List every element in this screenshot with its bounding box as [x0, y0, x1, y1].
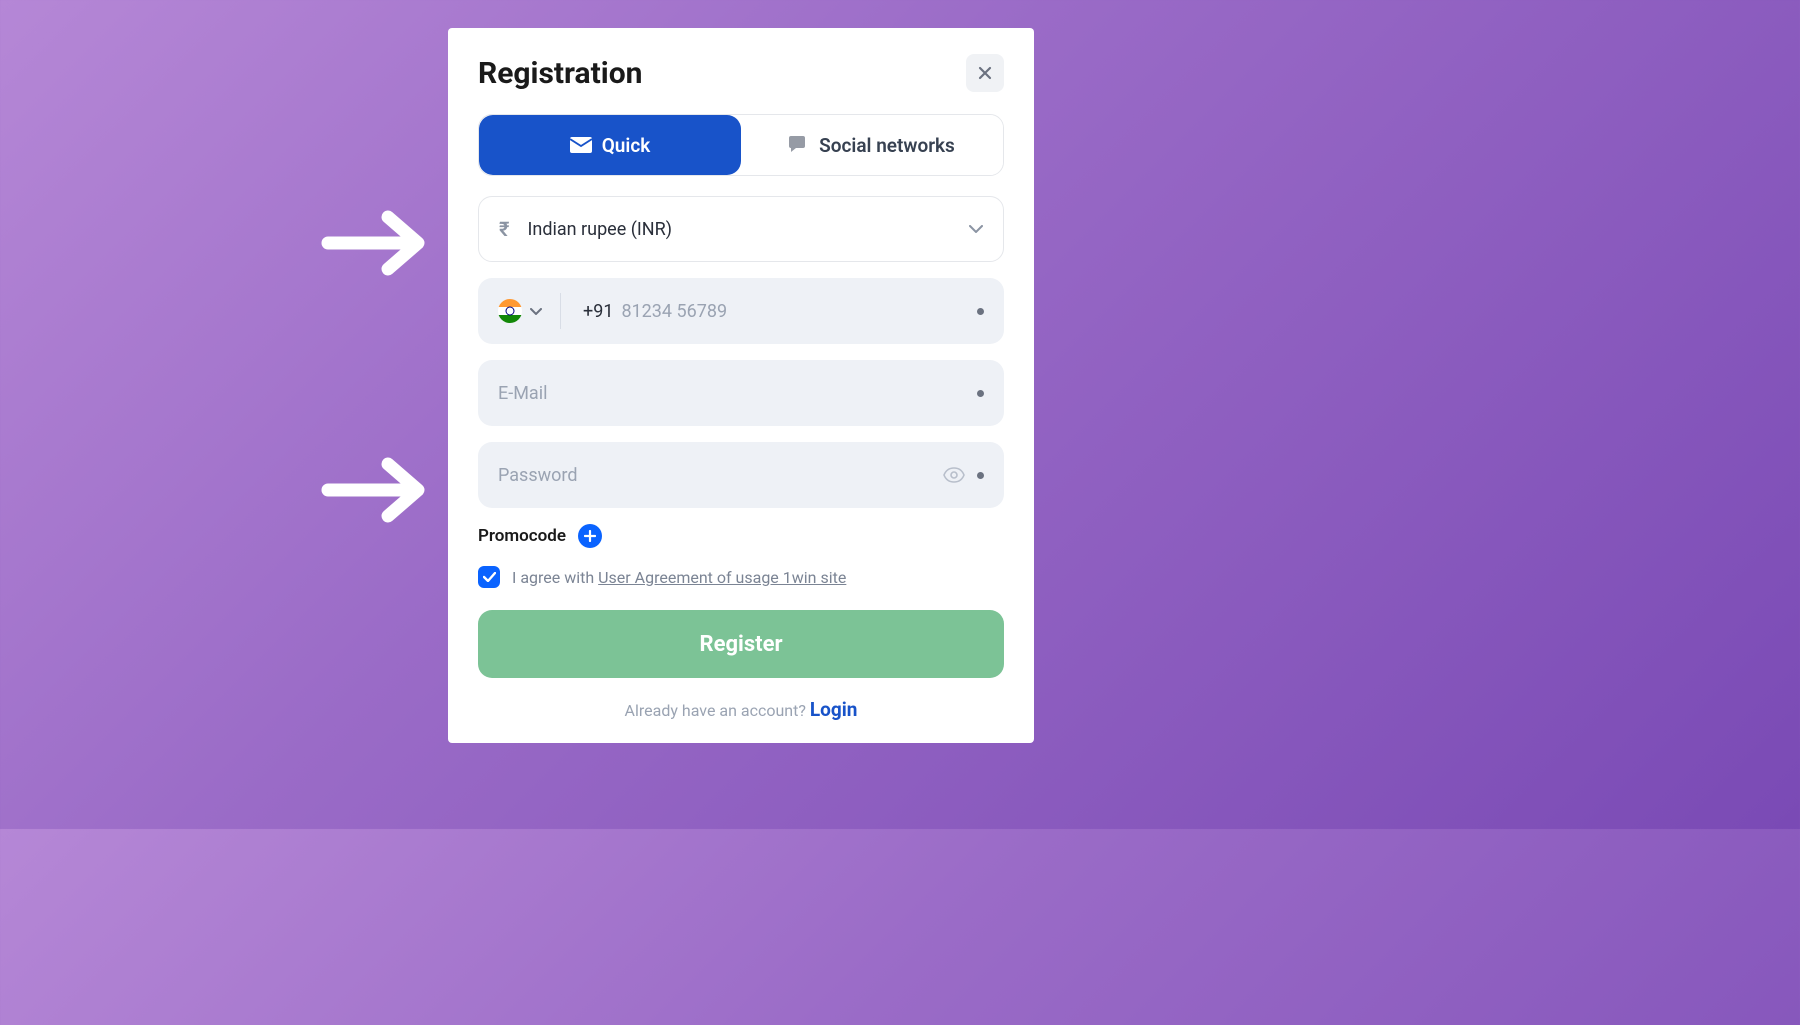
password-placeholder: Password — [498, 465, 943, 486]
phone-prefix: +91 — [583, 301, 613, 322]
rupee-icon: ₹ — [499, 217, 509, 241]
login-prompt-row: Already have an account? Login — [478, 698, 1004, 721]
add-promocode-button[interactable] — [578, 524, 602, 548]
annotation-arrow-1 — [318, 203, 438, 283]
country-select[interactable] — [498, 293, 561, 329]
login-prompt-text: Already have an account? — [625, 701, 810, 720]
chevron-down-icon — [969, 225, 983, 233]
modal-title: Registration — [478, 56, 642, 91]
annotation-arrow-2 — [318, 450, 438, 530]
required-dot-icon — [977, 308, 984, 315]
phone-placeholder: 81234 56789 — [621, 301, 977, 322]
password-field[interactable]: Password — [478, 442, 1004, 508]
agreement-row: I agree with User Agreement of usage 1wi… — [478, 566, 1004, 588]
required-dot-icon — [977, 472, 984, 479]
registration-tabs: Quick Social networks — [478, 114, 1004, 176]
agreement-prefix: I agree with — [512, 568, 598, 587]
currency-label: Indian rupee (INR) — [527, 219, 969, 240]
currency-select[interactable]: ₹ Indian rupee (INR) — [478, 196, 1004, 262]
email-field[interactable]: E-Mail — [478, 360, 1004, 426]
chat-icon — [789, 136, 809, 154]
modal-header: Registration — [478, 54, 1004, 92]
close-button[interactable] — [966, 54, 1004, 92]
flag-india-icon — [498, 299, 522, 323]
login-link[interactable]: Login — [810, 698, 858, 721]
check-icon — [483, 572, 496, 582]
chevron-down-icon — [530, 308, 542, 315]
agreement-text: I agree with User Agreement of usage 1wi… — [512, 568, 846, 587]
mail-icon — [570, 137, 592, 153]
tab-social[interactable]: Social networks — [741, 115, 1003, 175]
registration-modal: Registration Quick Social networks ₹ Ind… — [448, 28, 1034, 743]
required-dot-icon — [977, 390, 984, 397]
register-button[interactable]: Register — [478, 610, 1004, 678]
agreement-checkbox[interactable] — [478, 566, 500, 588]
user-agreement-link[interactable]: User Agreement of usage 1win site — [598, 568, 846, 587]
plus-icon — [584, 530, 596, 542]
promocode-label: Promocode — [478, 526, 566, 546]
tab-social-label: Social networks — [819, 134, 955, 157]
email-placeholder: E-Mail — [498, 383, 977, 404]
eye-icon[interactable] — [943, 467, 965, 483]
tab-quick-label: Quick — [602, 134, 651, 157]
tab-quick[interactable]: Quick — [479, 115, 741, 175]
promocode-row: Promocode — [478, 524, 1004, 548]
phone-field[interactable]: +91 81234 56789 — [478, 278, 1004, 344]
close-icon — [977, 65, 993, 81]
